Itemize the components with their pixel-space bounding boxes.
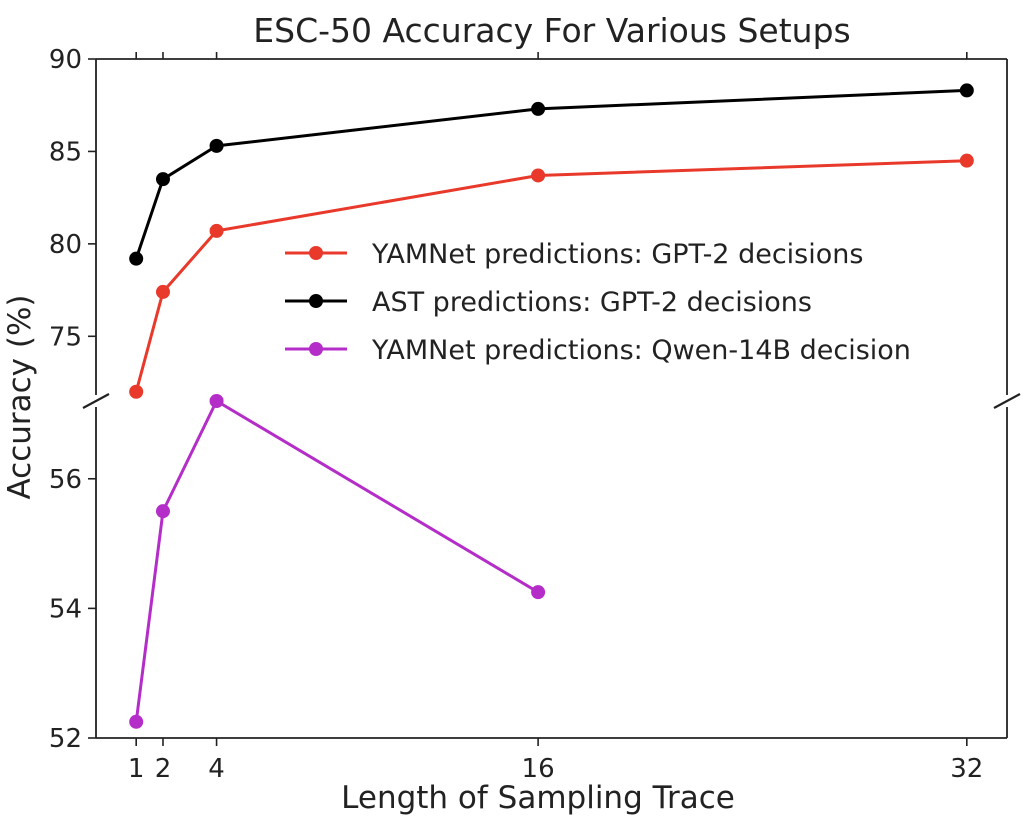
data-point [531, 168, 546, 183]
legend-marker [309, 342, 323, 356]
data-point [155, 504, 170, 519]
axis-break-mark-right [993, 393, 1021, 409]
axes: 1 2 4 16 32 75 80 85 90 52 54 56 [49, 45, 1021, 784]
chart-title: ESC-50 Accuracy For Various Setups [253, 11, 850, 50]
legend-entry-3: YAMNet predictions: Qwen-14B decision [285, 335, 911, 366]
series-2 [129, 83, 974, 266]
y-tick-label-upper: 75 [49, 322, 82, 352]
x-axis-label: Length of Sampling Trace [341, 780, 735, 816]
x-tick-label: 16 [522, 754, 555, 784]
axis-break-mark-left [82, 393, 110, 409]
data-point [209, 223, 224, 238]
y-tick-label-upper: 85 [49, 137, 82, 167]
data-point [155, 172, 170, 187]
x-tick-label: 1 [128, 754, 145, 784]
y-axis-label: Accuracy (%) [2, 294, 38, 499]
data-point [959, 83, 974, 98]
y-tick-label-lower: 56 [49, 465, 82, 495]
y-tick-label-lower: 54 [49, 594, 82, 624]
series-layer [129, 83, 974, 729]
legend-entry-2: AST predictions: GPT-2 decisions [285, 287, 812, 318]
series-3 [129, 394, 546, 729]
legend-marker [309, 246, 323, 260]
y-tick-label-upper: 90 [49, 45, 82, 75]
data-point [129, 384, 144, 399]
data-point [209, 394, 224, 408]
data-point [209, 138, 224, 153]
data-point [531, 101, 546, 116]
legend-label: AST predictions: GPT-2 decisions [372, 287, 812, 318]
legend-label: YAMNet predictions: Qwen-14B decision [371, 335, 911, 366]
legend: YAMNet predictions: GPT-2 decisions AST p… [285, 239, 911, 366]
y-tick-label-lower: 52 [49, 724, 82, 754]
series-1 [129, 153, 974, 399]
data-point [155, 284, 170, 299]
data-point [129, 714, 144, 729]
data-point [959, 153, 974, 168]
y-tick-label-upper: 80 [49, 230, 82, 260]
legend-entry-1: YAMNet predictions: GPT-2 decisions [285, 239, 863, 270]
x-tick-label: 4 [208, 754, 225, 784]
legend-label: YAMNet predictions: GPT-2 decisions [371, 239, 863, 270]
data-point [531, 585, 546, 600]
data-point [129, 251, 144, 266]
legend-marker [309, 294, 323, 308]
x-tick-label: 32 [950, 754, 983, 784]
x-tick-label: 2 [155, 754, 172, 784]
series-line [134, 399, 539, 722]
